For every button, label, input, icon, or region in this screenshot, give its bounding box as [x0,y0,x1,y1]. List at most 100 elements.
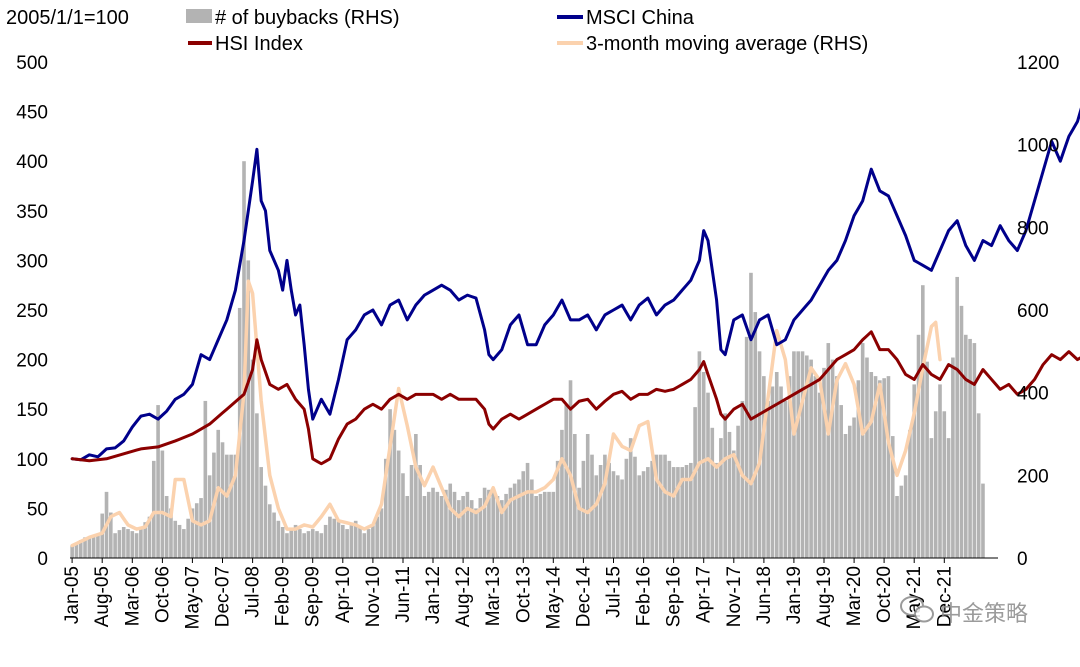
buyback-bar [306,531,311,558]
buyback-bar [491,491,495,558]
legend-label-buybacks: # of buybacks (RHS) [215,7,400,29]
buyback-bar [774,372,779,558]
x-tick-label: Dec-21 [934,566,955,627]
buyback-bar [542,491,547,558]
buyback-bar [280,527,285,558]
buyback-bar [770,386,775,558]
buyback-bar [229,454,233,558]
buyback-bar [933,411,938,558]
buyback-bar [199,498,203,558]
x-tick-label: Oct-06 [152,566,173,623]
buyback-bar [886,376,891,558]
buyback-bar [873,376,878,558]
buyback-bar [719,438,723,558]
x-tick-label: Feb-09 [273,566,294,626]
y-right-tick-label: 600 [1017,301,1049,322]
buyback-bar [912,384,917,558]
buyback-bar [783,400,788,558]
x-tick-label: Oct-20 [874,566,895,623]
y-left-tick-label: 150 [16,400,48,421]
buyback-bar [568,380,573,558]
buyback-bar [611,471,616,558]
y-left-tick-label: 500 [16,53,48,74]
y-left-tick-label: 300 [16,251,48,272]
buyback-bar [878,380,882,558]
msci-china-line [70,107,1080,462]
buyback-bar [908,429,912,558]
buyback-bar [302,533,306,558]
buyback-bar [628,438,633,558]
buyback-bar [847,425,852,558]
buyback-bar [422,496,427,558]
buyback-bar [955,276,959,558]
y-right-tick-label: 1000 [1017,136,1059,157]
buyback-bar [328,516,332,558]
buyback-bar [499,500,504,558]
buyback-bar [942,411,947,558]
buyback-bar [310,529,315,558]
buyback-bar [869,372,874,558]
wechat-logo-icon [900,596,934,623]
buyback-bar [426,491,431,558]
series-lines [70,107,1080,548]
buyback-bar [121,527,126,558]
buyback-bar [87,536,92,558]
legend-item-buybacks: # of buybacks (RHS) [186,7,400,29]
buyback-bar [512,483,517,558]
buyback-bar [194,503,199,558]
buyback-bar [396,450,401,558]
buyback-bar [749,272,753,558]
buyback-bar [126,529,130,558]
buyback-bar [731,450,736,558]
buyback-bar [418,465,422,558]
buyback-bar [740,400,745,558]
buyback-bar [267,504,272,558]
buyback-bar [392,429,397,558]
buyback-bar [246,260,251,558]
ma-3m-line [70,279,942,548]
buyback-bar [186,518,190,558]
buyback-bar [796,351,801,558]
legend-item-3m-ma: 3-month moving average (RHS) [557,33,868,55]
buyback-bar [684,465,689,558]
buyback-bar [830,359,835,558]
buyback-bar [461,496,465,558]
y-left-tick-label: 50 [27,499,48,520]
buyback-bar [633,456,637,558]
buyback-bar [177,524,182,558]
legend-item-msci: MSCI China [557,7,695,29]
buyback-bar [813,376,818,558]
buyback-bar [865,357,869,558]
buyback-bar [624,458,629,558]
buyback-bar [598,465,603,558]
buyback-bar [555,460,560,558]
y-right-tick-label: 800 [1017,218,1049,239]
axes: 0 50 100 150 200 250 300 350 400 450 500 0 200 400 600… [16,53,1059,629]
buyback-bar [852,417,856,558]
buyback-bar [435,491,440,558]
buyback-bar [272,512,276,558]
x-tick-label: Apr-10 [333,566,354,623]
buyback-bar [895,496,899,558]
buyback-bar [469,500,474,558]
buyback-bar [341,524,345,558]
buyback-bar [800,351,805,558]
buyback-bar [250,359,255,558]
buyback-bar [697,351,702,558]
y-left-tick-label: 200 [16,351,48,372]
x-tick-label: Mar-06 [122,566,143,626]
buyback-bar [860,343,865,558]
y-left-tick-label: 350 [16,202,48,223]
buyback-bar [835,376,839,558]
buyback-bar [203,400,208,558]
buyback-bar [349,524,354,558]
buyback-bar [701,372,706,558]
buyback-bar [315,531,319,558]
buyback-bar [439,496,444,558]
buyback-bar [474,508,478,558]
buyback-bar [151,460,156,558]
buyback-bar [968,338,972,558]
y-right-tick-label: 400 [1017,384,1049,405]
